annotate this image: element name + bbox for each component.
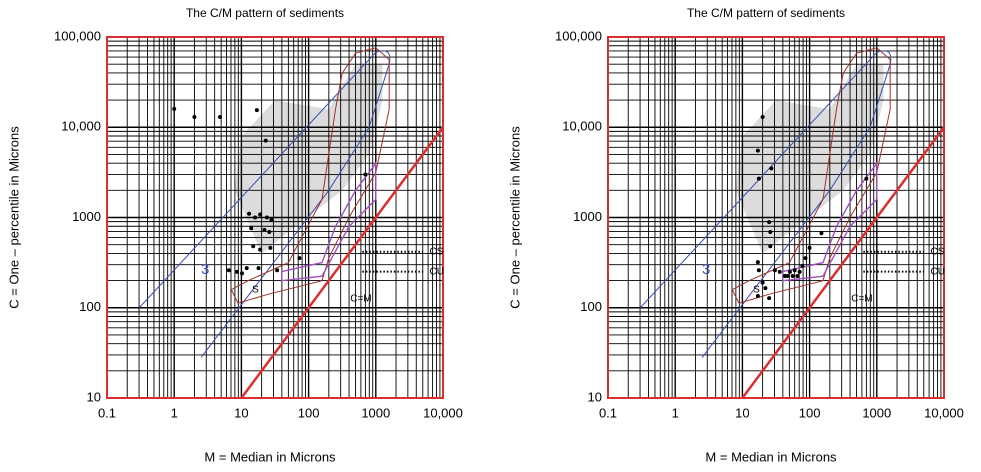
purple-contour <box>281 161 377 282</box>
point <box>239 271 244 276</box>
red-envelope <box>731 47 891 304</box>
point <box>172 106 177 111</box>
y-tick-label: 100 <box>79 299 101 314</box>
point <box>267 230 272 235</box>
point <box>755 260 760 265</box>
annotation: S <box>252 284 259 295</box>
point <box>790 273 795 278</box>
plot-frame <box>106 36 444 399</box>
point <box>795 273 800 278</box>
y-tick-label: 1000 <box>573 209 602 224</box>
x-tick-label: 10,000 <box>423 405 463 420</box>
point <box>864 176 869 181</box>
point <box>787 269 792 274</box>
y-tick-label: 10 <box>87 389 101 404</box>
point <box>803 256 808 261</box>
point <box>755 148 760 153</box>
annotation: C=M <box>851 293 872 304</box>
y-tick-label: 10 <box>588 389 602 404</box>
point <box>785 273 790 278</box>
point <box>234 269 239 274</box>
x-tick-label: 1000 <box>862 405 891 420</box>
point <box>253 215 258 220</box>
annotation: S <box>753 284 760 295</box>
chart-title: The C/M pattern of sediments <box>186 6 344 20</box>
point <box>768 244 773 249</box>
point <box>262 227 267 232</box>
point <box>755 293 760 298</box>
point <box>258 247 263 252</box>
y-tick-label: 1000 <box>72 209 101 224</box>
point <box>363 172 368 177</box>
point <box>264 215 269 220</box>
annotation: CU <box>931 266 945 277</box>
point <box>767 220 772 225</box>
annotation: CS <box>931 246 945 257</box>
annotation: CS <box>430 246 444 257</box>
point <box>797 269 802 274</box>
point <box>244 266 249 271</box>
x-tick-label: 0.1 <box>599 405 617 420</box>
y-tick-label: 100 <box>580 299 602 314</box>
point <box>760 114 765 119</box>
point <box>772 268 777 273</box>
y-tick-label: 100,000 <box>54 28 101 43</box>
annotation: 3 <box>201 261 209 278</box>
x-tick-label: 1 <box>171 405 178 420</box>
y-axis-label: C = One – percentile in Microns <box>6 126 21 309</box>
point <box>268 245 273 250</box>
point <box>769 166 774 171</box>
point <box>192 114 197 119</box>
point <box>800 264 805 269</box>
point <box>254 108 259 113</box>
x-tick-label: 100 <box>298 405 320 420</box>
plot-frame <box>607 36 945 399</box>
x-tick-label: 100 <box>799 405 821 420</box>
point <box>756 268 761 273</box>
point <box>258 212 263 217</box>
point <box>256 266 261 271</box>
point <box>226 268 231 273</box>
point <box>275 268 280 273</box>
point <box>768 230 773 235</box>
x-tick-label: 10,000 <box>924 405 964 420</box>
chart-title: The C/M pattern of sediments <box>687 6 845 20</box>
point <box>819 231 824 236</box>
point <box>767 296 772 301</box>
point <box>249 226 254 231</box>
annotation: CU <box>430 266 444 277</box>
y-tick-label: 10,000 <box>61 119 101 134</box>
x-axis-label: M = Median in Microns <box>204 449 336 464</box>
point <box>297 256 302 261</box>
y-tick-label: 10,000 <box>562 119 602 134</box>
c-equals-m-line <box>741 126 946 399</box>
annotation: 3 <box>702 261 710 278</box>
y-axis-label: C = One – percentile in Microns <box>507 126 522 309</box>
blue-envelope <box>639 50 892 358</box>
x-tick-label: 10 <box>735 405 749 420</box>
point <box>763 286 768 291</box>
red-envelope <box>230 47 390 304</box>
point <box>792 268 797 273</box>
point <box>247 211 252 216</box>
x-tick-label: 0.1 <box>98 405 116 420</box>
point <box>217 114 222 119</box>
c-equals-m-line <box>240 126 445 399</box>
point <box>777 269 782 274</box>
x-axis-label: M = Median in Microns <box>705 449 837 464</box>
annotation: C=M <box>350 293 371 304</box>
point <box>756 176 761 181</box>
point <box>263 138 268 143</box>
blue-envelope <box>138 50 391 358</box>
point <box>760 280 765 285</box>
point <box>269 217 274 222</box>
point <box>807 245 812 250</box>
x-tick-label: 1000 <box>361 405 390 420</box>
x-tick-label: 10 <box>234 405 248 420</box>
x-tick-label: 1 <box>672 405 679 420</box>
y-tick-label: 100,000 <box>555 28 602 43</box>
point <box>251 244 256 249</box>
